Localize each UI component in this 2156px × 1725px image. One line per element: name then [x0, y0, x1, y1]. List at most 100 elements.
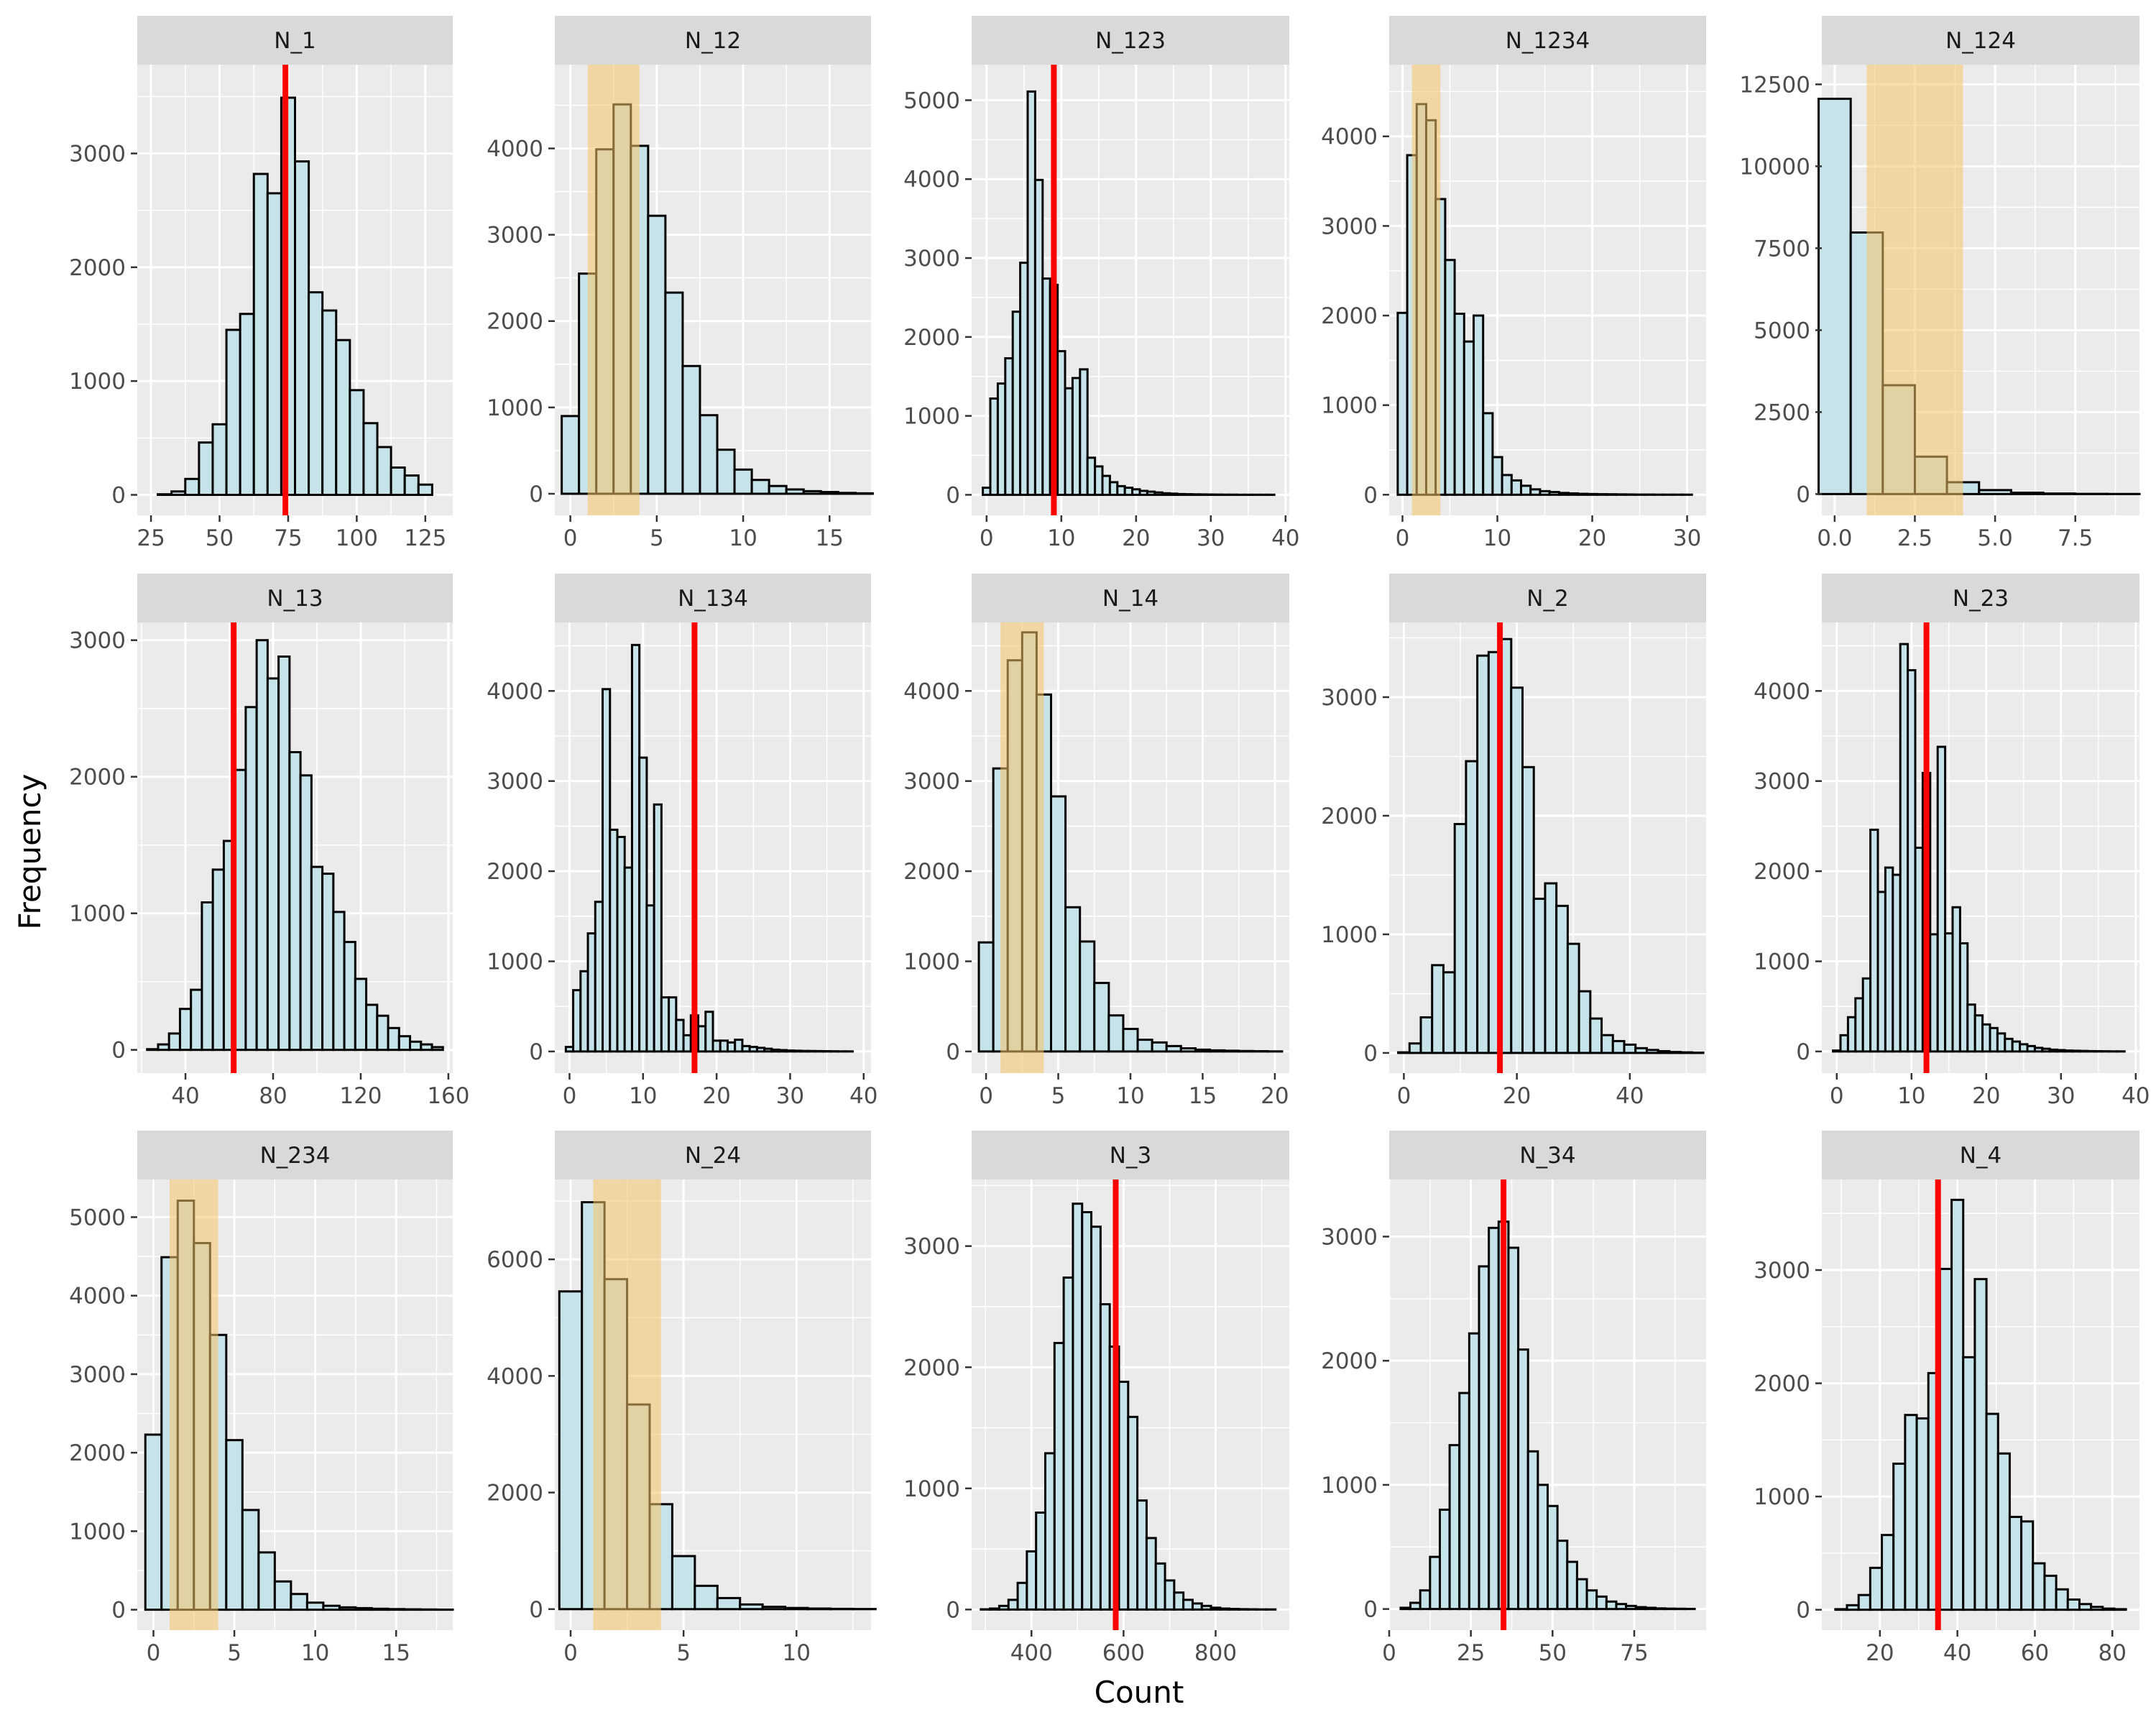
histogram-bar	[1482, 412, 1494, 496]
histogram-bar	[241, 1509, 260, 1611]
histogram-bar	[1431, 964, 1445, 1054]
x-tick-label: 120	[339, 1083, 382, 1109]
histogram-bar	[1818, 97, 1852, 495]
histogram-bar	[1605, 1600, 1618, 1611]
x-tick-label: 60	[2021, 1640, 2049, 1666]
y-tick-label: 0	[1363, 482, 1378, 508]
facet-strip	[137, 574, 453, 622]
histogram-bar	[1094, 465, 1104, 496]
histogram-bar	[778, 1049, 788, 1053]
x-tick-label: 0	[1382, 1640, 1396, 1666]
histogram-bar	[1153, 491, 1164, 496]
facet-title: N_124	[1945, 28, 2016, 54]
histogram-bar	[564, 1046, 575, 1053]
histogram-bar	[1209, 1049, 1226, 1053]
histogram-bar	[1668, 1051, 1682, 1054]
histogram-bar	[1079, 368, 1089, 496]
histogram-bar	[785, 488, 805, 495]
histogram-bar	[1458, 1392, 1470, 1611]
histogram-bar	[664, 291, 684, 495]
x-tick-label: 5.0	[1977, 525, 2012, 551]
y-tick-label: 2000	[69, 255, 126, 281]
histogram-bar	[785, 1049, 796, 1053]
histogram-bar	[1936, 745, 1947, 1053]
histogram-bar	[409, 1040, 423, 1052]
histogram-bar	[1191, 1602, 1203, 1611]
y-tick-label: 3000	[1754, 1258, 1810, 1284]
facet-strip	[137, 1131, 453, 1179]
histogram-bar	[1062, 1276, 1074, 1611]
histogram-bar	[602, 688, 612, 1053]
histogram-bar	[1657, 1049, 1671, 1054]
histogram-bar	[1510, 686, 1524, 1054]
histogram-bar	[726, 1041, 737, 1053]
histogram-bar	[2066, 1598, 2081, 1611]
histogram-bar	[1589, 1017, 1603, 1054]
histogram-bar	[190, 988, 203, 1052]
histogram-bar	[1399, 1606, 1412, 1611]
histogram-bar	[741, 1044, 751, 1053]
histogram-bar	[1881, 1534, 1895, 1611]
facet-strip	[972, 574, 1289, 622]
y-tick-label: 0	[111, 1598, 126, 1624]
histogram-bar	[1996, 1032, 2007, 1053]
facet-strip	[972, 16, 1289, 65]
x-tick-label: 20	[1578, 525, 1606, 551]
histogram-bar	[1981, 1023, 1991, 1053]
histogram-bar	[1419, 1016, 1434, 1054]
histogram-bar	[734, 1039, 744, 1053]
histogram-bar	[362, 422, 379, 496]
histogram-bar	[1116, 484, 1126, 496]
histogram-bar	[1165, 1044, 1182, 1053]
x-axis-title: Count	[1094, 1675, 1184, 1710]
facet-title: N_24	[685, 1143, 741, 1169]
histogram-bar	[252, 172, 269, 496]
interval-band	[1000, 622, 1044, 1073]
y-tick-label: 5000	[1754, 318, 1810, 344]
histogram-bar	[2041, 1047, 2051, 1053]
x-tick-label: 75	[1620, 1640, 1648, 1666]
y-tick-label: 4000	[487, 137, 543, 162]
y-tick-label: 1000	[487, 949, 543, 975]
histogram-bar	[2009, 492, 2045, 495]
x-tick-label: 800	[1194, 1640, 1237, 1666]
histogram-bar	[1577, 990, 1592, 1054]
y-tick-label: 3000	[903, 246, 960, 272]
histogram-bar	[609, 828, 619, 1053]
histogram-bar	[1179, 1047, 1197, 1053]
x-tick-label: 75	[274, 525, 302, 551]
histogram-bar	[1832, 1049, 1842, 1053]
y-tick-label: 3000	[69, 628, 126, 654]
facet-title: N_4	[1960, 1143, 2001, 1169]
x-tick-label: 0	[563, 525, 578, 551]
x-tick-label: 40	[1271, 525, 1299, 551]
y-tick-label: 2000	[1321, 804, 1378, 829]
histogram-bar	[420, 1043, 433, 1052]
histogram-bar	[977, 941, 995, 1053]
x-tick-label: 10	[1897, 1083, 1925, 1109]
histogram-bar	[2070, 1049, 2081, 1053]
panel-n-234: N_234 0 5 10 15 0 1000 2000 3000 4000 5000	[69, 1131, 454, 1666]
histogram-bar	[299, 774, 313, 1052]
histogram-bar	[1194, 1048, 1211, 1053]
y-tick-label: 1000	[1321, 393, 1378, 419]
histogram-bar	[1892, 1462, 1907, 1611]
histogram-bar	[1164, 1579, 1176, 1611]
y-tick-label: 3000	[487, 223, 543, 249]
panel-n-2: N_2 0 20 40 0 1000 2000 3000	[1321, 574, 1706, 1109]
facet-title: N_12	[685, 28, 741, 54]
histogram-bar	[225, 328, 241, 496]
x-tick-label: 10	[1116, 1083, 1144, 1109]
histogram-bar	[837, 492, 857, 495]
histogram-bar	[1041, 277, 1051, 496]
histogram-bar	[1169, 492, 1179, 496]
histogram-bar	[638, 756, 648, 1053]
x-tick-label: 10	[1483, 525, 1511, 551]
histogram-bar	[711, 1039, 722, 1053]
y-tick-label: 3000	[903, 769, 960, 795]
histogram-bar	[579, 970, 589, 1053]
histogram-bar	[2086, 1049, 2096, 1053]
histogram-bar	[660, 996, 671, 1053]
y-tick-label: 1000	[1754, 1484, 1810, 1510]
histogram-bar	[1680, 1051, 1693, 1054]
